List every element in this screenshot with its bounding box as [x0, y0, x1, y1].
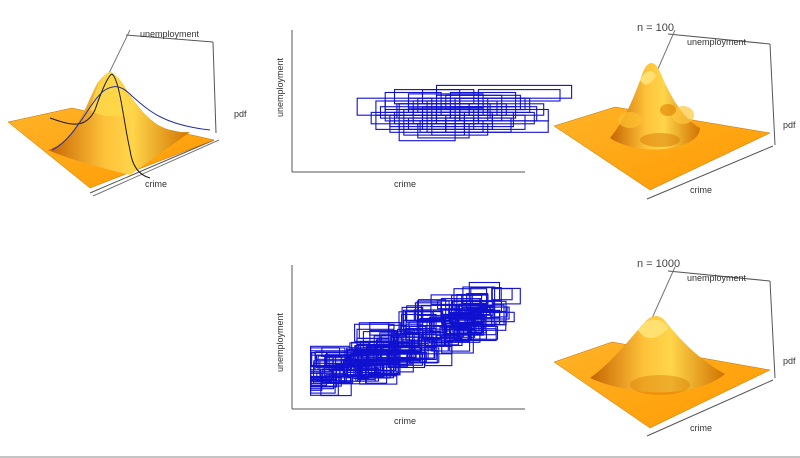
sample-rectangle [321, 347, 341, 357]
panel5-zlabel: pdf [783, 356, 796, 366]
sample-rectangle [421, 106, 489, 122]
panel1-ylabel: unemployment [140, 29, 200, 39]
sample-rectangle [445, 323, 484, 336]
sample-rectangle [319, 360, 362, 378]
panel2-rectangles [356, 84, 573, 142]
sample-rectangle [398, 114, 465, 130]
panel2-xlabel: crime [394, 179, 416, 189]
sample-rectangle [468, 281, 501, 302]
sample-rectangle [446, 325, 469, 342]
panel-density-1000: n = 1000 unemployment pdf crime [553, 258, 796, 437]
panel3-xlabel: crime [690, 185, 712, 195]
sample-rectangle [430, 341, 449, 352]
sample-rectangle [456, 293, 488, 312]
sample-rectangle [356, 337, 390, 352]
sample-rectangle [310, 350, 351, 368]
sample-rectangle [459, 97, 526, 111]
sample-rectangle [407, 97, 479, 113]
sample-rectangle [421, 114, 493, 130]
sample-rectangle [400, 313, 437, 335]
sample-rectangle [387, 324, 407, 337]
sample-rectangle [421, 89, 475, 105]
sample-rectangle [375, 114, 447, 130]
sample-rectangle [459, 328, 497, 342]
panel1-surface [7, 72, 215, 189]
sample-rectangle [359, 375, 398, 385]
sample-rectangle [417, 123, 470, 139]
sample-rectangle [429, 316, 446, 333]
panel3-zlabel: pdf [783, 120, 796, 130]
panel5-title: n = 1000 [637, 258, 680, 270]
marginal-curve-blue [51, 86, 211, 151]
panel4-axes [291, 265, 525, 410]
panel4-ylabel: unemployment [275, 312, 285, 372]
panel3-ylabel: unemployment [687, 37, 747, 47]
panel3-title: n = 100 [637, 22, 674, 34]
sample-rectangle [462, 286, 496, 306]
panel-density-100: n = 100 unemployment pdf crime [553, 22, 796, 200]
panel5-surface [553, 316, 771, 429]
sample-rectangle [414, 302, 442, 321]
panel4-rectangles [310, 281, 521, 397]
sample-rectangle [426, 317, 458, 339]
panel1-axes [89, 29, 220, 197]
sample-rectangle [311, 351, 327, 367]
sample-rectangle [357, 345, 397, 362]
sample-rectangle [424, 345, 453, 367]
sample-rectangle [361, 349, 391, 365]
panel5-xlabel: crime [690, 423, 712, 433]
sample-rectangle [396, 103, 491, 119]
marginal-curve-black [49, 73, 151, 179]
sample-rectangle [326, 352, 362, 365]
panel3-surface [553, 63, 771, 191]
panel-rect-100: unemployment crime [275, 30, 573, 189]
panel1-xlabel: crime [145, 179, 167, 189]
sample-rectangle [466, 308, 495, 327]
panel4-xlabel: crime [394, 416, 416, 426]
panel5-axes [639, 266, 776, 437]
sample-rectangle [356, 366, 373, 378]
sample-rectangle [354, 360, 398, 376]
sample-rectangle [310, 371, 335, 390]
sample-rectangle [491, 288, 513, 301]
panel-rect-1000: unemployment crime [275, 265, 525, 426]
panel1-zlabel: pdf [234, 109, 247, 119]
sample-rectangle [357, 362, 376, 380]
sample-rectangle [439, 326, 465, 337]
sample-rectangle [435, 84, 573, 99]
sample-rectangle [454, 97, 531, 113]
panel5-ylabel: unemployment [687, 273, 747, 283]
panel2-ylabel: unemployment [275, 57, 285, 117]
panel2-axes [291, 30, 525, 173]
sample-rectangle [354, 323, 395, 342]
sample-rectangle [457, 305, 479, 326]
sample-rectangle [417, 97, 489, 113]
sample-rectangle [382, 342, 421, 354]
sample-rectangle [386, 351, 427, 363]
panel-true-density: unemployment pdf crime [7, 29, 247, 197]
